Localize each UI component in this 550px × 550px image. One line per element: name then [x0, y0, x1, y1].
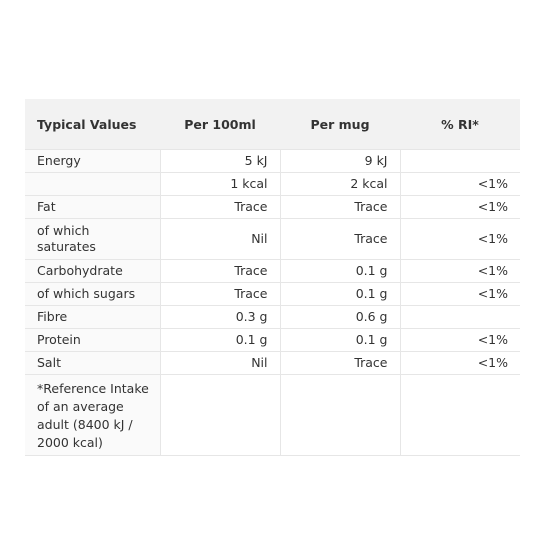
ri-value: <1%: [399, 351, 520, 375]
table-body: Energy 5 kJ 9 kJ 1 kcal 2 kcal <1% Fat T…: [25, 149, 520, 456]
per-100ml-value: Trace: [159, 282, 281, 306]
row-label: Fat: [25, 195, 161, 219]
row-label: of which saturates: [25, 218, 161, 260]
per-100ml-value: Trace: [159, 259, 281, 283]
empty-cell: [399, 374, 520, 456]
table-header: Typical Values Per 100ml Per mug % RI*: [25, 99, 520, 150]
per-100ml-value: Trace: [159, 195, 281, 219]
row-label: Salt: [25, 351, 161, 375]
per-mug-value: 2 kcal: [279, 172, 401, 196]
header-typical-values: Typical Values: [25, 99, 160, 150]
per-mug-value: 0.1 g: [279, 328, 401, 352]
empty-cell: [279, 374, 401, 456]
per-mug-value: 9 kJ: [279, 149, 401, 173]
per-mug-value: 0.1 g: [279, 259, 401, 283]
per-100ml-value: 1 kcal: [159, 172, 281, 196]
table-row-energy-kcal: 1 kcal 2 kcal <1%: [25, 172, 520, 196]
row-label: [25, 172, 161, 196]
ri-value: [399, 149, 520, 173]
per-mug-value: Trace: [279, 195, 401, 219]
table-row-energy: Energy 5 kJ 9 kJ: [25, 149, 520, 173]
table-row-footnote: *Reference Intake of an average adult (8…: [25, 374, 520, 456]
per-mug-value: 0.6 g: [279, 305, 401, 329]
row-label: Carbohydrate: [25, 259, 161, 283]
header-per-mug: Per mug: [280, 99, 400, 150]
table-row-fat: Fat Trace Trace <1%: [25, 195, 520, 219]
row-label: Fibre: [25, 305, 161, 329]
header-percent-ri: % RI*: [400, 99, 520, 150]
ri-value: <1%: [399, 328, 520, 352]
row-label: Energy: [25, 149, 161, 173]
reference-intake-footnote: *Reference Intake of an average adult (8…: [25, 374, 161, 456]
ri-value: <1%: [399, 282, 520, 306]
per-100ml-value: Nil: [159, 218, 281, 260]
per-100ml-value: 0.1 g: [159, 328, 281, 352]
per-mug-value: 0.1 g: [279, 282, 401, 306]
per-100ml-value: 0.3 g: [159, 305, 281, 329]
table-row-protein: Protein 0.1 g 0.1 g <1%: [25, 328, 520, 352]
per-100ml-value: Nil: [159, 351, 281, 375]
header-row: Typical Values Per 100ml Per mug % RI*: [25, 99, 520, 150]
header-per-100ml: Per 100ml: [160, 99, 280, 150]
table-row-carbohydrate: Carbohydrate Trace 0.1 g <1%: [25, 259, 520, 283]
table-row-fibre: Fibre 0.3 g 0.6 g: [25, 305, 520, 329]
ri-value: [399, 305, 520, 329]
ri-value: <1%: [399, 172, 520, 196]
table-row-sugars: of which sugars Trace 0.1 g <1%: [25, 282, 520, 306]
table-row-saturates: of which saturates Nil Trace <1%: [25, 218, 520, 260]
per-mug-value: Trace: [279, 218, 401, 260]
ri-value: <1%: [399, 218, 520, 260]
per-mug-value: Trace: [279, 351, 401, 375]
row-label: of which sugars: [25, 282, 161, 306]
per-100ml-value: 5 kJ: [159, 149, 281, 173]
row-label: Protein: [25, 328, 161, 352]
ri-value: <1%: [399, 195, 520, 219]
ri-value: <1%: [399, 259, 520, 283]
empty-cell: [159, 374, 281, 456]
table-row-salt: Salt Nil Trace <1%: [25, 351, 520, 375]
nutrition-table: Typical Values Per 100ml Per mug % RI* E…: [25, 99, 520, 456]
